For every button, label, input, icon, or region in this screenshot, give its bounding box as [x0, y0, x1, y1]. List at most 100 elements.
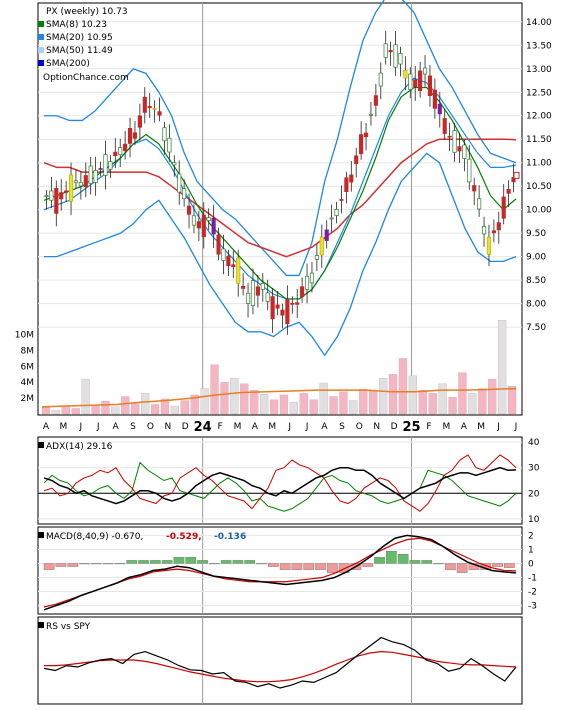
volume-bar	[299, 393, 308, 415]
volume-bar	[329, 396, 338, 415]
candle-body	[260, 283, 265, 290]
volume-bar	[170, 405, 179, 415]
macd-tick-label: -3	[528, 602, 537, 612]
volume-bar	[379, 378, 388, 415]
candle-body	[226, 255, 231, 266]
price-panel-frame	[37, 2, 523, 416]
candle-body	[157, 111, 162, 116]
macd-histogram-bar	[67, 563, 79, 567]
volume-bar	[468, 393, 477, 415]
volume-bar	[438, 383, 447, 415]
rs-title: RS vs SPY	[46, 622, 91, 632]
macd-histogram-bar	[161, 560, 173, 564]
price-tick-label: 7.50	[526, 323, 546, 333]
candle-body	[231, 264, 236, 268]
volume-bar	[289, 401, 298, 415]
candle-body	[172, 162, 177, 166]
volume-bar	[101, 401, 110, 415]
candle-body	[304, 275, 310, 290]
di-plus-line	[43, 461, 517, 512]
price-tick-label: 8.50	[526, 276, 546, 286]
volume-bar	[111, 406, 120, 415]
rs-gridlines	[202, 617, 413, 704]
sma8-line	[43, 86, 517, 300]
bollinger-lower	[44, 152, 517, 357]
volume-bar	[141, 393, 150, 415]
price-axis-ticks: 14.00 13.50 13.00 12.50 12.00 11.50 11.00 10.50…	[526, 18, 552, 333]
candle-body	[64, 190, 69, 193]
price-tick-label: 9.50	[526, 229, 546, 239]
volume-bar	[121, 396, 130, 415]
x-tick-label: N	[164, 422, 171, 432]
volume-bar	[61, 405, 70, 415]
candle-body	[118, 147, 123, 156]
candle-body	[216, 234, 221, 255]
macd-swatch	[38, 532, 44, 538]
price-tick-label: 8.00	[526, 300, 546, 310]
candle-body	[363, 132, 369, 138]
candle-body	[103, 154, 108, 176]
volume-bar	[160, 398, 170, 415]
candle-body	[442, 118, 447, 134]
macd-histogram-bar	[315, 563, 326, 570]
macd-histogram-bar	[91, 563, 102, 565]
moving-averages	[43, 77, 517, 300]
x-tick-label: M	[442, 422, 450, 432]
candle-body	[98, 168, 103, 170]
candle-body	[221, 248, 226, 261]
volume-bar	[339, 391, 348, 415]
candle-body	[359, 134, 364, 155]
price-tick-label: 9.00	[526, 253, 546, 263]
candle-body	[245, 292, 251, 304]
x-tick-label: J	[78, 422, 82, 432]
candle-body	[265, 292, 270, 302]
volume-bar	[448, 397, 457, 415]
candle-body	[467, 158, 472, 183]
candle-body	[182, 188, 187, 200]
candle-body	[236, 257, 241, 284]
volume-bar	[150, 404, 160, 415]
adx-lines	[38, 454, 522, 512]
candle-body	[418, 70, 423, 91]
legend-sma20: SMA(20) 10.95	[46, 33, 113, 43]
macd-histogram-bar	[374, 557, 385, 564]
macd-panel-frame	[37, 526, 523, 615]
adx-panel: 40 30 20 10 ADX(14) 29.16	[37, 436, 540, 525]
candle-body	[422, 67, 428, 75]
macd-signal-label: -0.529,	[166, 532, 202, 542]
x-tick-label: 25	[403, 420, 421, 435]
macd-histogram-bar	[445, 563, 456, 570]
rs-swatch	[38, 622, 44, 628]
macd-tick-label: 2	[528, 531, 534, 541]
price-panel: 14.00 13.50 13.00 12.50 12.00 11.50 11.00 10.50…	[15, 0, 552, 416]
candle-body	[142, 96, 147, 113]
candle-body	[472, 185, 477, 192]
volume-bar	[428, 393, 437, 415]
candle-body	[108, 161, 113, 170]
volume-bar	[230, 378, 239, 415]
adx-title: ADX(14) 29.16	[46, 442, 113, 452]
macd-histogram-bar	[421, 560, 433, 564]
volume-tick-label: 4M	[21, 378, 35, 388]
candle-body	[123, 143, 128, 152]
price-title: PX (weekly) 10.73	[46, 7, 128, 17]
volume-bar	[220, 382, 229, 415]
macd-histogram-bar	[150, 560, 161, 564]
candle-body	[329, 217, 334, 220]
candle-body	[491, 230, 496, 234]
volume-bar	[180, 400, 189, 415]
candle-body	[408, 73, 413, 90]
volume-bar	[309, 399, 318, 415]
volume-bar	[349, 400, 358, 415]
macd-histogram-bar	[492, 563, 503, 567]
candle-body	[506, 188, 511, 194]
rs-line	[43, 636, 517, 689]
price-tick-label: 12.50	[526, 88, 552, 98]
macd-histogram-bar	[102, 563, 114, 565]
candle-body	[152, 107, 157, 110]
volume-average-line	[41, 387, 517, 408]
macd-histogram-bar	[138, 560, 149, 564]
price-tick-label: 10.50	[526, 182, 552, 192]
price-tick-label: 11.50	[526, 135, 552, 145]
price-tick-label: 10.00	[526, 206, 552, 216]
